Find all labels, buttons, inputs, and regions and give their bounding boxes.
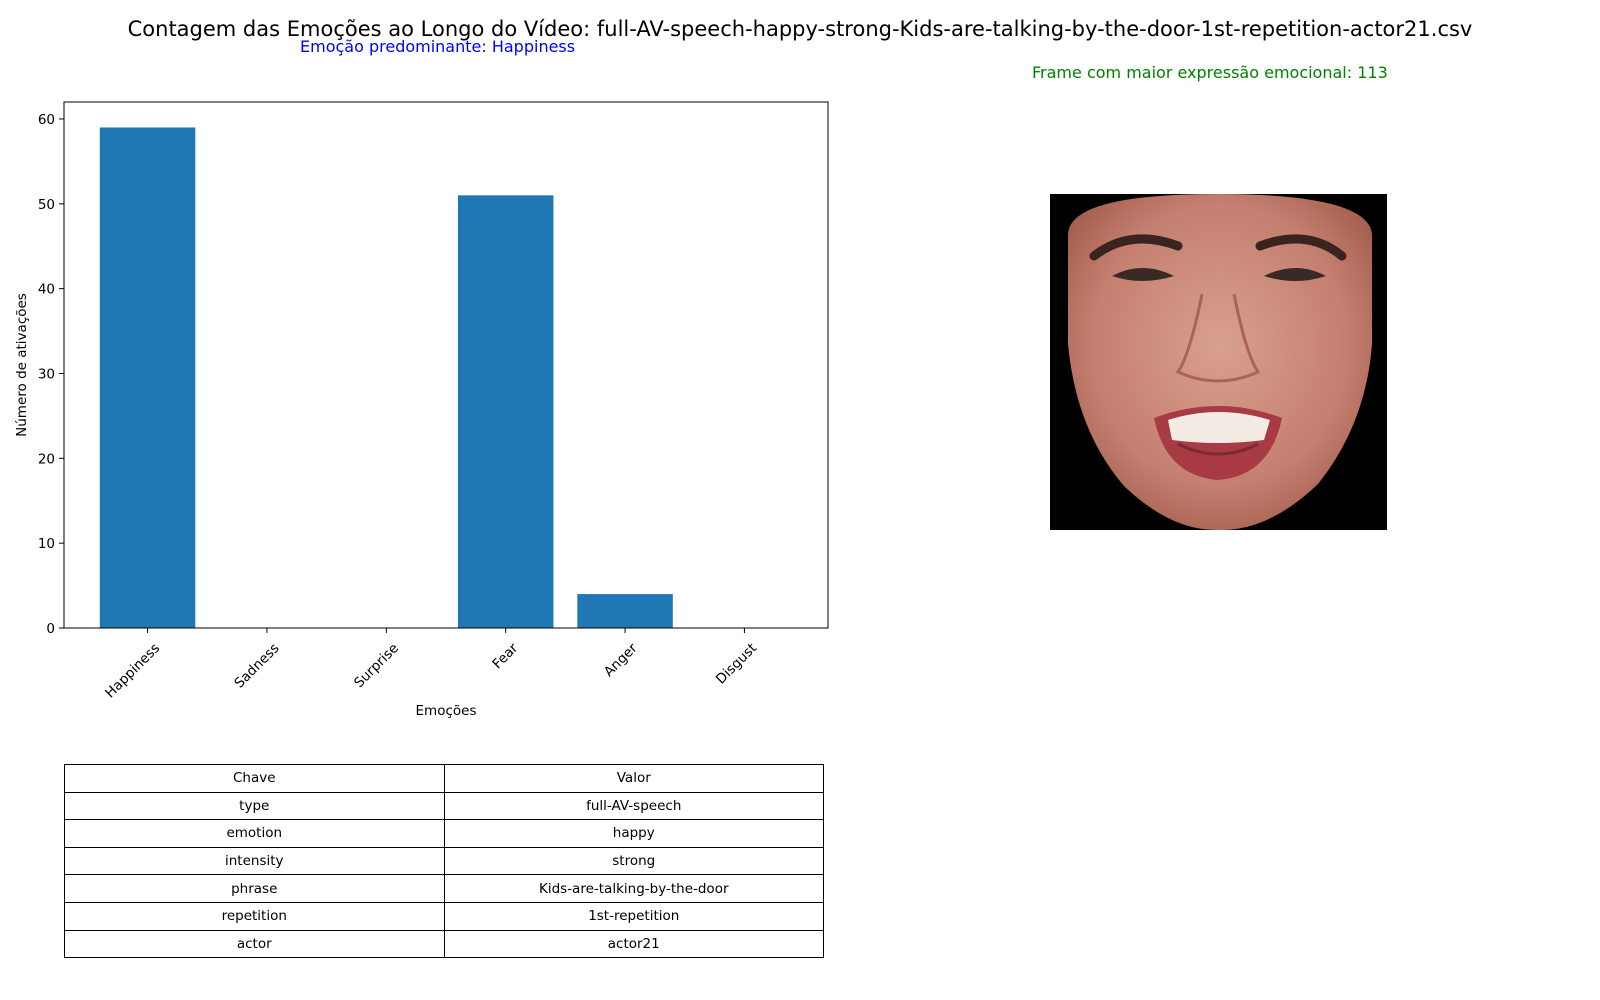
y-tick-label: 10 — [38, 536, 55, 552]
table-key-cell: repetition — [64, 901, 445, 931]
x-tick-label-disgust: Disgust — [713, 640, 760, 687]
x-tick-label-anger: Anger — [601, 640, 641, 680]
table-row: actor actor21 — [64, 929, 824, 959]
x-axis-label: Emoções — [416, 703, 477, 719]
y-tick-label: 30 — [38, 366, 55, 382]
y-axis-label: Número de ativações — [14, 293, 30, 437]
x-tick-label-surprise: Surprise — [351, 640, 402, 691]
bars-layer — [99, 127, 673, 629]
y-tick-label: 20 — [38, 451, 55, 467]
max-expression-frame-image — [1050, 194, 1387, 530]
table-key-cell: type — [64, 791, 445, 821]
table-key-cell: emotion — [64, 819, 445, 848]
face-photo-icon — [1068, 194, 1372, 530]
bar-fear — [457, 195, 554, 629]
y-axis-ticks: 0 10 20 30 40 50 60 — [38, 112, 64, 637]
x-axis-ticks: Happiness Sadness Surprise Fear Anger Disgust — [102, 628, 760, 701]
table-key-cell: phrase — [64, 874, 445, 903]
max-expression-frame-text: Frame com maior expressão emocional: 113 — [1032, 63, 1388, 82]
x-tick-label-sadness: Sadness — [231, 640, 282, 691]
table-row: intensity strong — [64, 846, 824, 876]
table-value-cell: actor21 — [443, 929, 824, 959]
table-header-cell: Chave — [64, 764, 445, 793]
table-value-cell: full-AV-speech — [443, 791, 824, 821]
table-key-cell: actor — [64, 929, 445, 959]
bar-anger — [577, 594, 673, 628]
table-key-cell: intensity — [64, 846, 445, 876]
y-tick-label: 40 — [38, 282, 55, 298]
x-tick-label-happiness: Happiness — [102, 640, 163, 701]
table-row: repetition 1st-repetition — [64, 901, 824, 931]
table-header-row: Chave Valor — [64, 764, 824, 793]
metadata-table: Chave Valor type full-AV-speech emotion … — [64, 764, 824, 959]
table-header-cell: Valor — [443, 764, 824, 793]
plot-frame — [63, 101, 829, 629]
y-tick-label: 0 — [46, 621, 55, 637]
table-value-cell: 1st-repetition — [443, 901, 824, 931]
table-value-cell: Kids-are-talking-by-the-door — [443, 874, 824, 903]
y-tick-label: 60 — [38, 112, 55, 128]
figure-title: Contagem das Emoções ao Longo do Vídeo: … — [127, 17, 1473, 41]
table-value-cell: strong — [443, 846, 824, 876]
y-tick-label: 50 — [38, 197, 55, 213]
predominant-emotion-text: Emoção predominante: Happiness — [300, 37, 576, 56]
bar-happiness — [99, 127, 196, 629]
table-row: emotion happy — [64, 819, 824, 848]
table-row: type full-AV-speech — [64, 791, 824, 821]
table-row: phrase Kids-are-talking-by-the-door — [64, 874, 824, 903]
table-value-cell: happy — [443, 819, 824, 848]
emotion-bar-chart: 0 10 20 30 40 50 60 Happiness Sadness Surprise Fe… — [14, 101, 829, 719]
x-tick-label-fear: Fear — [489, 640, 521, 672]
